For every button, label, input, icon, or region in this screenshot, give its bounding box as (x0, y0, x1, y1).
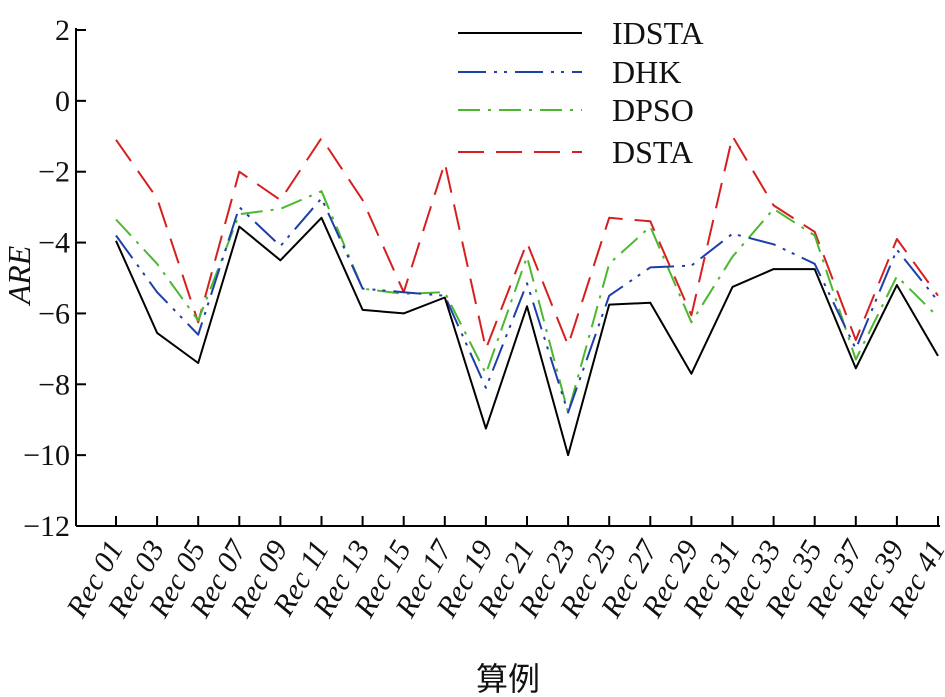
y-tick-label: 0 (55, 85, 70, 118)
series-line-dhk (115, 197, 939, 414)
legend-label-dpso: DPSO (612, 92, 694, 128)
series-group (115, 135, 939, 457)
legend-label-idsta: IDSTA (612, 15, 704, 51)
series-line-dsta (115, 135, 939, 350)
y-tick-label: −10 (23, 439, 70, 472)
y-tick-label: −12 (23, 510, 70, 543)
y-tick-label: 2 (55, 14, 70, 47)
y-tick-label: −6 (38, 297, 70, 330)
y-tick-label: −4 (38, 227, 70, 260)
series-line-idsta (115, 216, 939, 457)
series-line-dpso (115, 190, 939, 414)
y-tick-label: −8 (38, 368, 70, 401)
y-axis-title: ARE (1, 245, 37, 306)
legend-label-dhk: DHK (612, 54, 681, 90)
x-axis-title: 算例 (476, 661, 540, 697)
legend-label-dsta: DSTA (612, 134, 693, 170)
y-tick-label: −2 (38, 156, 70, 189)
